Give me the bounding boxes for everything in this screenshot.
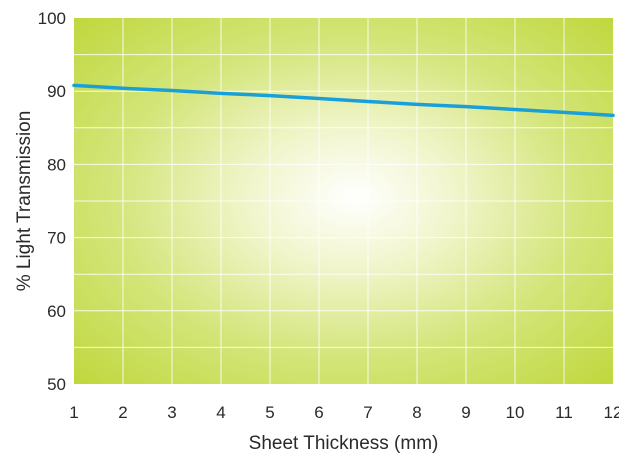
y-tick-label: 50 bbox=[47, 375, 66, 394]
x-tick-label: 2 bbox=[118, 403, 127, 422]
x-axis-tick-labels: 1 2 3 4 5 6 7 8 9 10 11 12 bbox=[69, 403, 619, 422]
y-axis-title: % Light Transmission bbox=[14, 111, 35, 292]
x-tick-label: 3 bbox=[167, 403, 176, 422]
x-tick-label: 8 bbox=[412, 403, 421, 422]
x-tick-label: 9 bbox=[461, 403, 470, 422]
grid bbox=[74, 18, 613, 384]
x-tick-label: 7 bbox=[363, 403, 372, 422]
x-tick-label: 4 bbox=[216, 403, 225, 422]
y-tick-label: 100 bbox=[38, 9, 66, 28]
series-line bbox=[72, 83, 615, 118]
x-tick-label: 12 bbox=[604, 403, 619, 422]
x-tick-label: 11 bbox=[555, 403, 573, 422]
x-tick-label: 5 bbox=[265, 403, 274, 422]
x-axis-title: Sheet Thickness (mm) bbox=[249, 433, 439, 454]
y-tick-label: 60 bbox=[47, 302, 66, 321]
y-tick-label: 80 bbox=[47, 155, 66, 174]
x-tick-label: 6 bbox=[314, 403, 323, 422]
y-tick-label: 70 bbox=[47, 229, 66, 248]
x-tick-label: 1 bbox=[69, 403, 78, 422]
series-layer bbox=[72, 83, 615, 118]
y-tick-label: 90 bbox=[47, 82, 66, 101]
y-axis-tick-labels: 50 60 70 80 90 100 bbox=[38, 9, 66, 394]
x-tick-label: 10 bbox=[506, 403, 525, 422]
